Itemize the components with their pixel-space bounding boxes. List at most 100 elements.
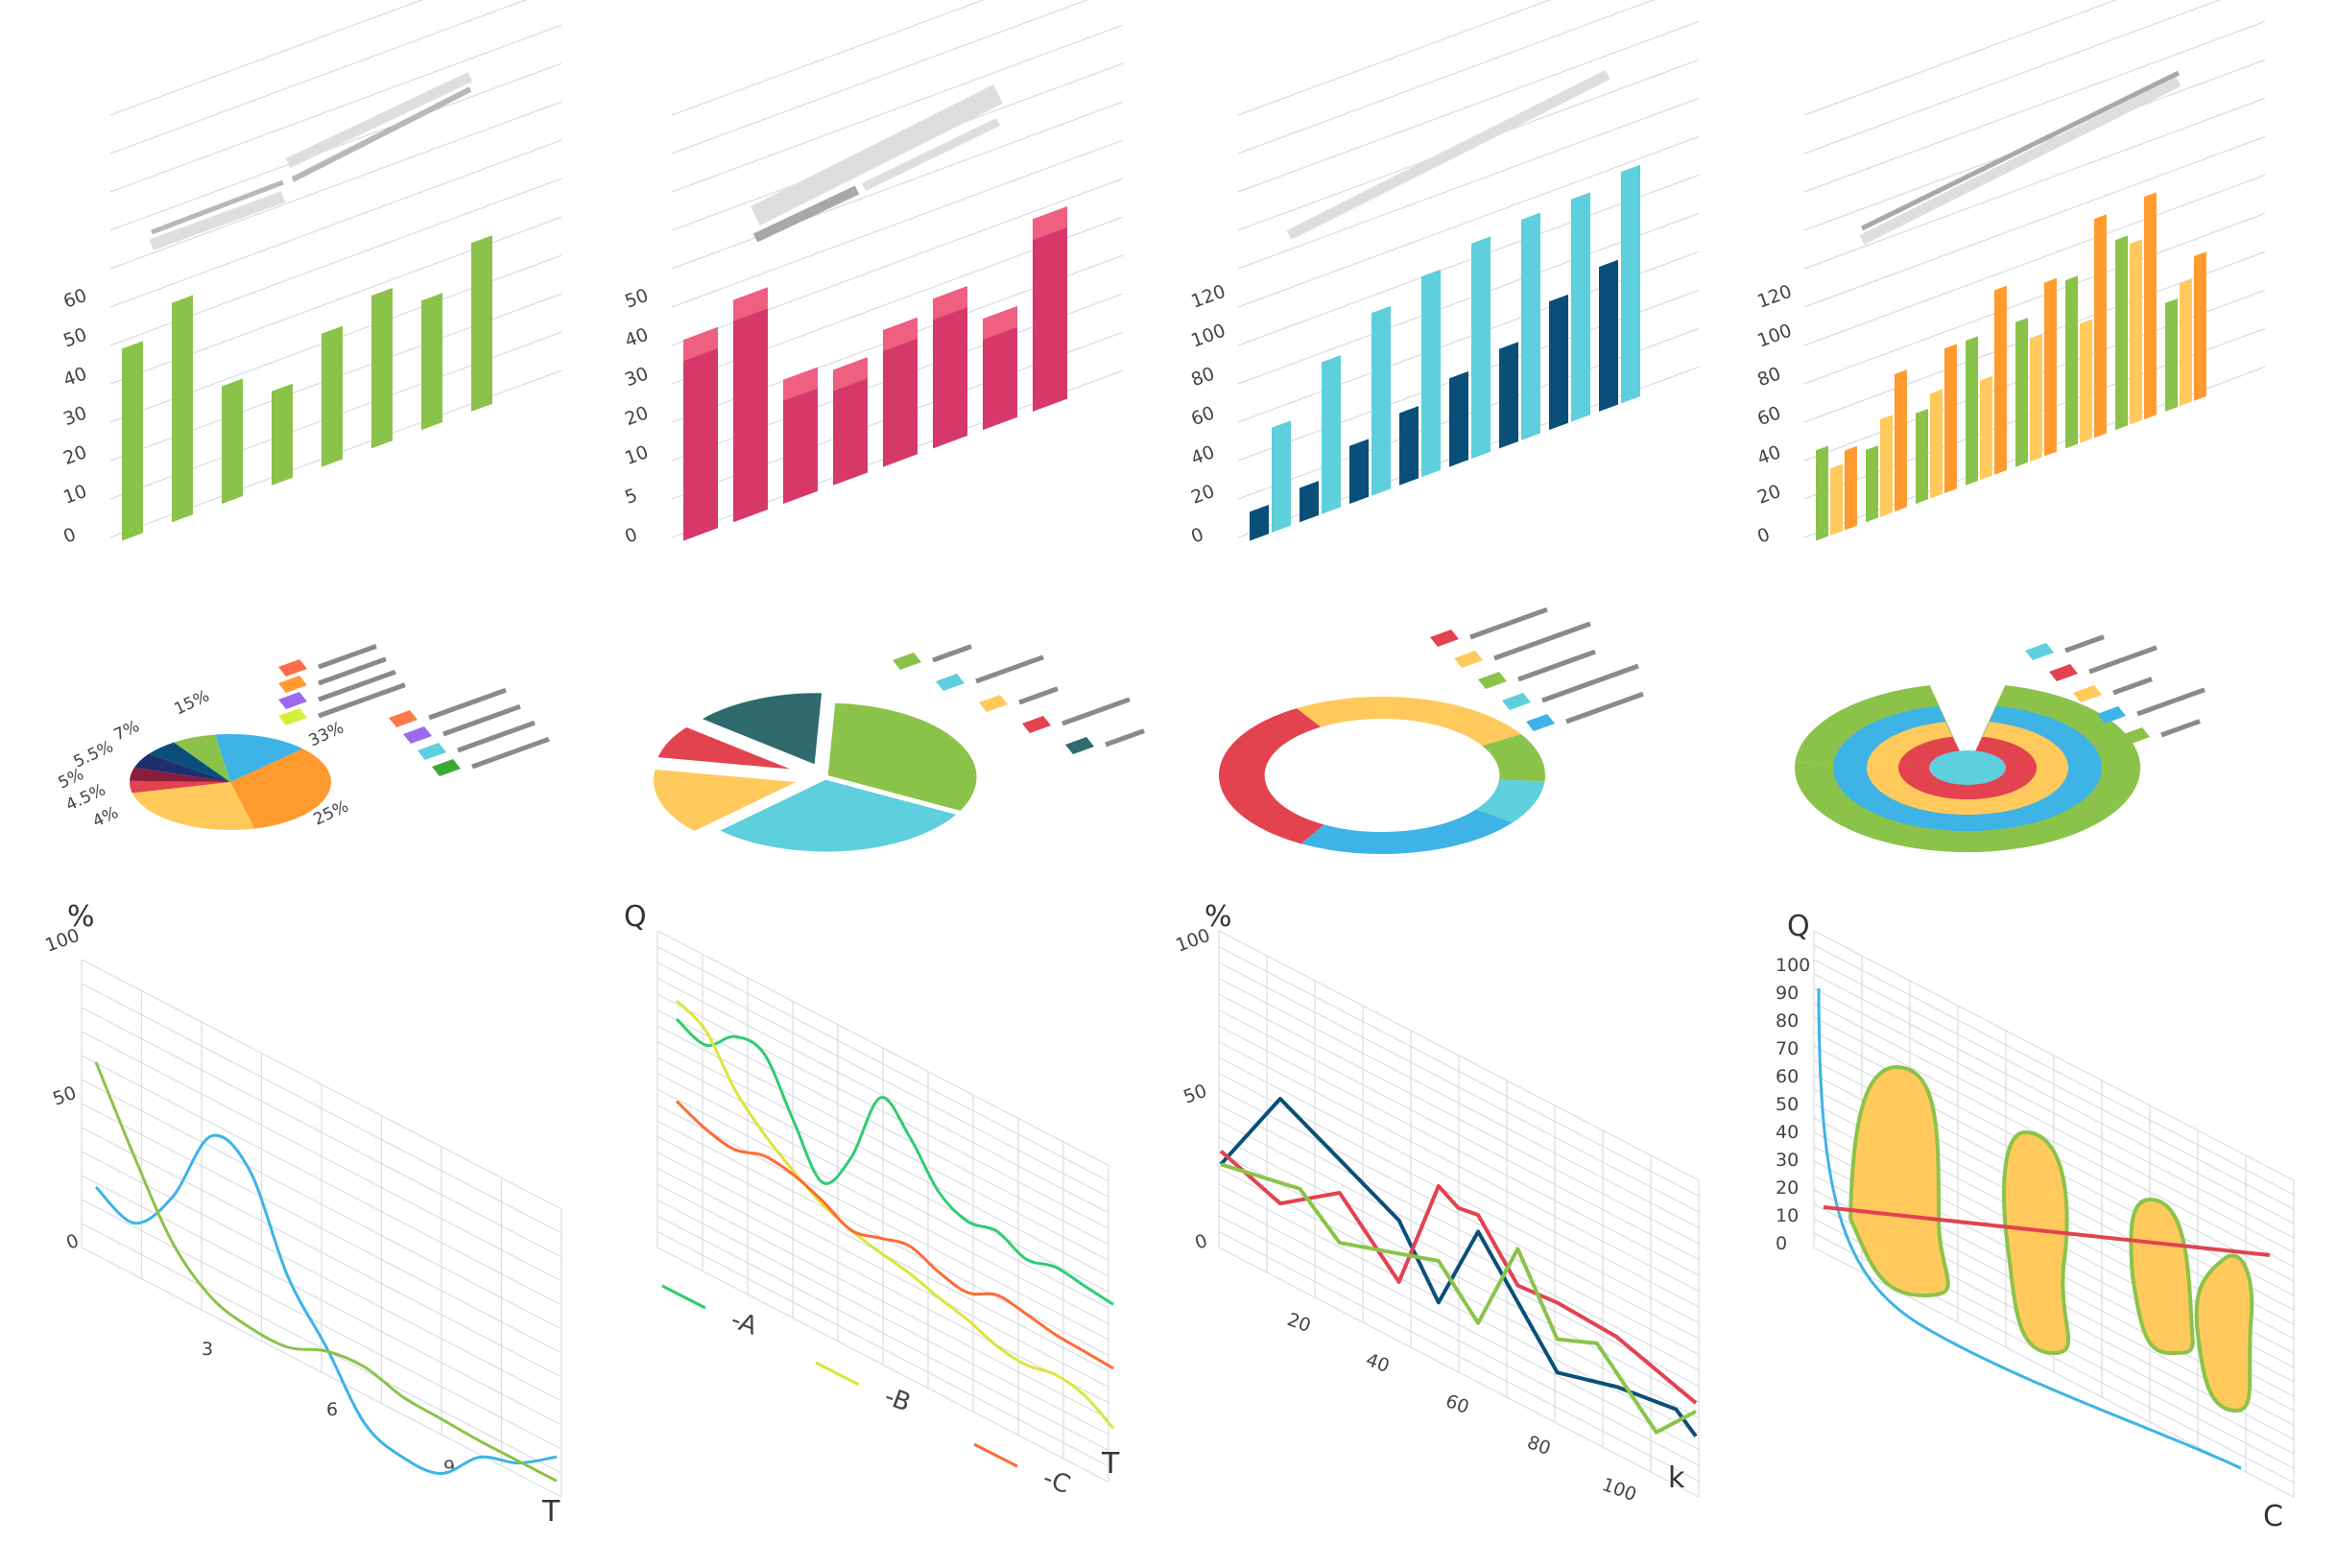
- x-tick-label: 6: [326, 1399, 338, 1420]
- bar: [783, 367, 818, 505]
- legend-label: -C: [1039, 1463, 1074, 1500]
- y-tick-label: 100: [42, 925, 83, 957]
- y-tick-label: 60: [1754, 402, 1783, 430]
- grid-line: [1803, 20, 2266, 193]
- legend-text-bar: [1469, 606, 1548, 640]
- legend-line: [815, 1361, 860, 1387]
- y-tick-label: 40: [1754, 441, 1783, 469]
- pie-chart-1: 15%33%25%4%4.5%5%5.5%7%: [56, 644, 550, 832]
- bar: [322, 325, 343, 467]
- y-tick-label: 0: [1188, 524, 1206, 548]
- y-tick-label: 50: [1180, 1081, 1209, 1108]
- legend-label: -B: [881, 1382, 915, 1417]
- legend-text-bar: [442, 703, 521, 737]
- legend-text-bar: [975, 654, 1044, 684]
- trend-line: [1823, 1205, 2271, 1257]
- bar-cap: [683, 326, 718, 362]
- y-tick-label: 70: [1776, 1038, 1799, 1059]
- line-chart-1: % T 0 50 100 3 6 9: [42, 900, 562, 1529]
- grid-line: [1237, 0, 1552, 116]
- legend-text-bar: [428, 687, 507, 721]
- ring-chart: [1795, 634, 2206, 852]
- y-tick-label: 0: [1192, 1230, 1210, 1254]
- x-tick-label: 80: [1524, 1432, 1553, 1460]
- bar: [1421, 269, 1441, 478]
- legend-swatch: [1502, 693, 1531, 710]
- series-line: [675, 999, 1115, 1430]
- pie-slice: [131, 782, 255, 830]
- bar: [2079, 319, 2092, 443]
- title-bar: [1859, 77, 2182, 245]
- line-chart-3: % k 0 50 100 20 40 60 80 100: [1173, 900, 1700, 1506]
- pie-slice: [691, 688, 827, 772]
- pie-slice: [215, 734, 303, 782]
- bar: [1621, 164, 1640, 404]
- bar: [2179, 278, 2192, 407]
- grid-line: [1803, 174, 2266, 346]
- grid-line: [671, 101, 1124, 270]
- donut-slice: [1219, 708, 1324, 844]
- legend-text-bar: [318, 669, 396, 702]
- y-tick-label: 50: [622, 285, 651, 313]
- x-tick-label: 20: [1284, 1309, 1313, 1337]
- y-axis-label: Q: [1787, 910, 1810, 943]
- bar-cap: [833, 357, 868, 392]
- bar: [683, 326, 718, 541]
- bar: [2193, 251, 2206, 401]
- pie-label: 4%: [90, 803, 122, 832]
- grid-line: [671, 0, 1089, 154]
- legend-swatch: [1022, 716, 1051, 733]
- area-blob: [1848, 1064, 1950, 1298]
- bar: [1844, 445, 1857, 531]
- legend-swatch: [2073, 685, 2102, 702]
- grid-line: [109, 0, 424, 116]
- y-tick-label: 20: [622, 402, 651, 430]
- bar: [1866, 445, 1878, 523]
- x-tick-label: 3: [202, 1339, 213, 1360]
- donut-chart: [1219, 606, 1644, 854]
- bar: [1399, 406, 1419, 486]
- y-tick-label: 10: [622, 441, 651, 469]
- donut-slice: [1297, 696, 1521, 747]
- y-tick-label: 0: [60, 524, 79, 548]
- bar: [983, 306, 1017, 431]
- title-bar: [285, 72, 473, 168]
- legend-text-bar: [2136, 687, 2206, 717]
- pie-slice: [149, 742, 230, 782]
- y-tick-label: 60: [60, 285, 89, 313]
- legend-text-bar: [318, 682, 406, 719]
- bar: [1349, 439, 1369, 505]
- y-tick-label: 100: [1754, 320, 1795, 351]
- bar: [1521, 212, 1540, 440]
- pie-slice: [130, 767, 230, 782]
- series-line: [1219, 1149, 1698, 1405]
- bar: [1880, 415, 1893, 517]
- donut-slice: [1475, 779, 1545, 823]
- legend-text-bar: [2064, 634, 2105, 653]
- grid-line: [1237, 0, 1656, 154]
- bar: [222, 378, 243, 505]
- pie-slice: [130, 780, 230, 794]
- grid-line: [1803, 135, 2266, 308]
- pie-label: 7%: [111, 717, 143, 746]
- y-tick-label: 30: [60, 402, 89, 430]
- grid-line: [1237, 135, 1700, 308]
- bar: [1499, 342, 1518, 449]
- legend-swatch: [1065, 737, 1094, 754]
- x-tick-label: 60: [1443, 1390, 1471, 1418]
- bar: [1944, 344, 1957, 493]
- legend-swatch: [936, 674, 965, 691]
- grid-line: [1803, 0, 2118, 116]
- grid-line: [1237, 20, 1700, 193]
- bar: [883, 317, 918, 467]
- legend-text-bar: [2088, 645, 2158, 675]
- legend-swatch: [1430, 630, 1459, 647]
- y-axis-label: %: [67, 900, 95, 934]
- y-tick-label: 40: [1776, 1122, 1799, 1143]
- y-tick-label: 20: [1776, 1177, 1799, 1199]
- y-tick-label: 40: [1188, 441, 1217, 469]
- y-tick-label: 0: [63, 1230, 82, 1254]
- title-bar: [1286, 70, 1610, 240]
- pie-label: 33%: [306, 718, 347, 750]
